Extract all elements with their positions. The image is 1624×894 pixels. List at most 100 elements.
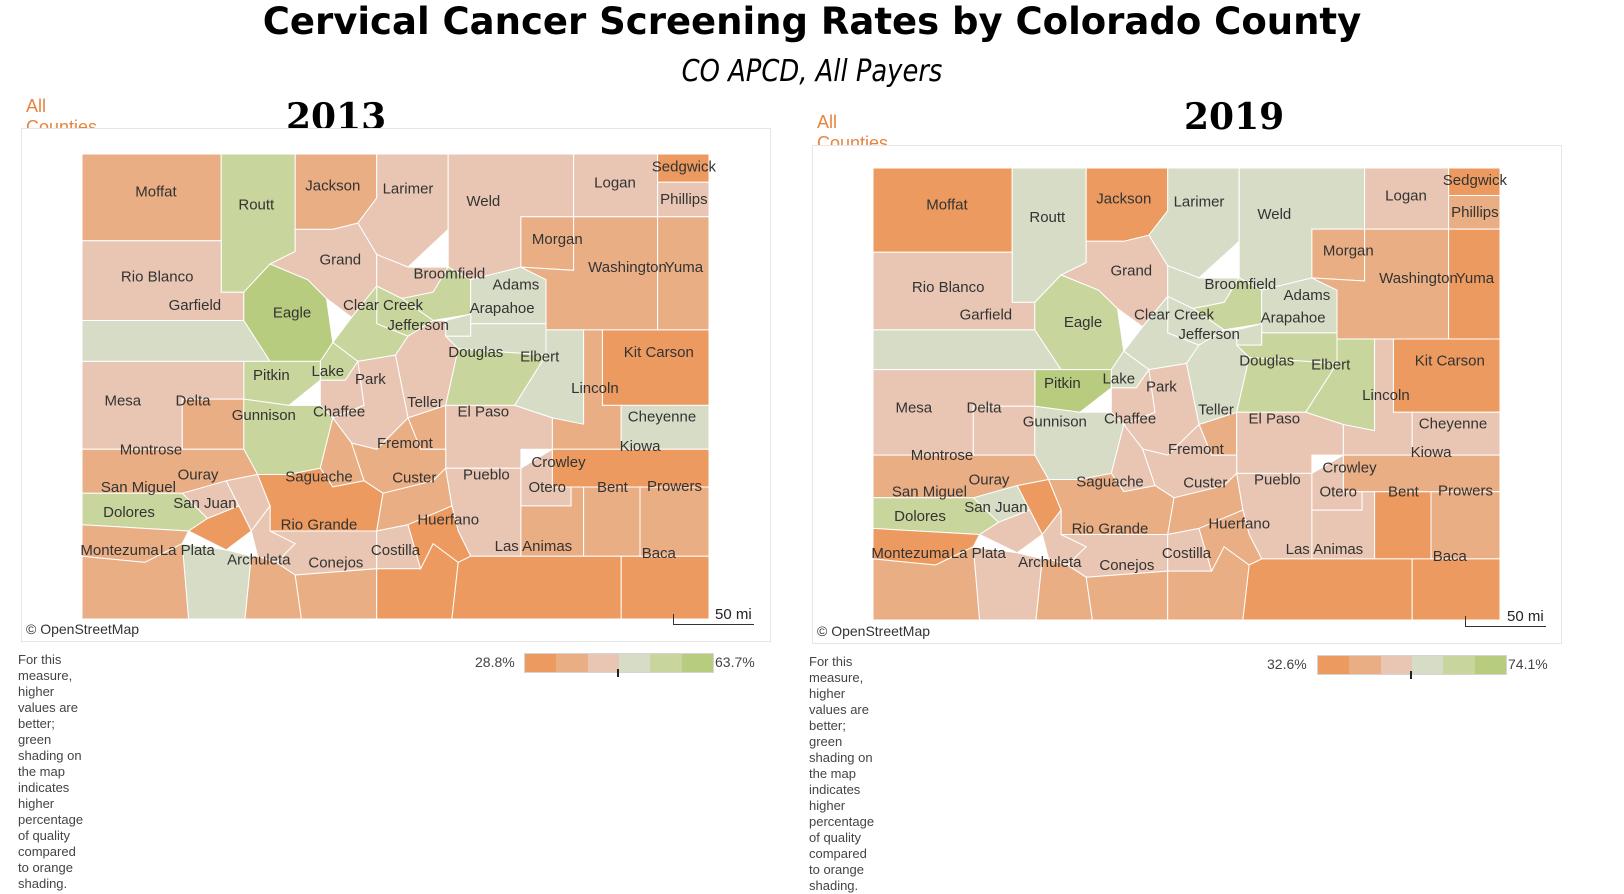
county-label-kiowa: Kiowa [620,438,662,455]
county-label-montrose: Montrose [120,441,183,458]
county-label-adams: Adams [1284,287,1331,304]
county-label-archuleta: Archuleta [1018,554,1082,571]
page-title: Cervical Cancer Screening Rates by Color… [262,0,1362,43]
county-baca[interactable] [1411,558,1501,621]
county-label-arapahoe: Arapahoe [1261,310,1326,327]
colorado-county-map[interactable]: Moffat Routt Jackson Larimer Weld Logan Sedgwi… [813,146,1561,643]
county-label-routt: Routt [238,196,275,213]
county-label-costilla: Costilla [371,542,421,559]
county-garfield[interactable] [872,329,1063,371]
county-label-douglas: Douglas [448,344,503,361]
county-label-kiowa: Kiowa [1411,444,1453,461]
county-label-lake: Lake [1103,371,1136,388]
county-label-el-paso: El Paso [457,404,509,421]
county-label-teller: Teller [1198,401,1234,418]
county-label-mesa: Mesa [104,392,141,409]
color-legend [1317,655,1507,675]
county-label-larimer: Larimer [1174,194,1225,211]
county-san-juan[interactable] [187,505,252,551]
legend-swatch-6 [681,654,713,672]
map-canvas[interactable]: Moffat Routt Jackson Larimer Weld Logan Sedgwi… [812,145,1562,644]
county-label-adams: Adams [493,277,540,294]
county-label-morgan: Morgan [532,231,583,248]
legend-note-line-2: indicates higher percentage of quality c… [18,780,84,891]
county-label-broomfield: Broomfield [414,265,486,282]
county-label-fremont: Fremont [1168,441,1225,458]
county-label-yuma: Yuma [1456,270,1495,287]
legend-swatch-2 [556,654,588,672]
county-label-routt: Routt [1029,209,1066,226]
county-bent[interactable] [1374,491,1432,560]
county-label-ouray: Ouray [969,472,1010,489]
county-label-yuma: Yuma [665,259,704,276]
county-conejos[interactable] [1085,570,1169,621]
county-label-saguache: Saguache [1076,473,1144,490]
county-label-phillips: Phillips [660,191,708,208]
county-label-dolores: Dolores [103,504,155,521]
county-label-lake: Lake [312,363,345,380]
county-label-moffat: Moffat [135,184,177,201]
legend-max-value: 74.1% [1508,656,1548,672]
legend-swatch-2 [1349,656,1381,674]
county-label-san-juan: San Juan [173,495,236,512]
county-garfield[interactable] [81,320,272,362]
county-label-gunnison: Gunnison [1023,414,1087,431]
legend-state-marker [1410,671,1412,679]
colorado-county-map[interactable]: Moffat Routt Jackson Larimer Weld Logan Sedgwi… [22,129,770,641]
county-label-eagle: Eagle [1064,314,1102,331]
county-label-chaffee: Chaffee [313,404,365,421]
county-label-dolores: Dolores [894,508,946,525]
county-label-morgan: Morgan [1323,243,1374,260]
county-label-san-miguel: San Miguel [892,484,967,501]
legend-state-marker [617,669,619,677]
county-las-animas[interactable] [1242,558,1413,621]
county-label-weld: Weld [1257,206,1291,223]
legend-note-line-1: For this measure, higher values are bett… [18,652,82,779]
scale-bar [1465,616,1546,627]
county-label-jefferson: Jefferson [387,317,448,334]
county-label-elbert: Elbert [520,348,560,365]
county-label-ouray: Ouray [178,467,219,484]
legend-note-line-1: For this measure, higher values are bett… [809,654,873,781]
county-label-archuleta: Archuleta [227,551,291,568]
county-label-grand: Grand [319,252,361,269]
county-label-san-miguel: San Miguel [101,479,176,496]
county-label-huerfano: Huerfano [417,512,479,529]
map-canvas[interactable]: Moffat Routt Jackson Larimer Weld Logan Sedgwi… [21,128,771,642]
page-subtitle: CO APCD, All Payers [681,54,943,89]
osm-attribution[interactable]: © OpenStreetMap [817,623,931,639]
county-label-moffat: Moffat [926,197,968,214]
county-label-custer: Custer [392,470,436,487]
color-legend [524,653,714,673]
legend-swatch-6 [1474,656,1506,674]
county-label-san-juan: San Juan [964,499,1027,516]
county-label-phillips: Phillips [1451,204,1499,221]
legend-swatch-3 [1380,656,1412,674]
county-label-conejos: Conejos [1099,557,1154,574]
county-label-weld: Weld [466,193,500,210]
county-san-juan[interactable] [978,509,1043,554]
map-year-label: 2019 [1184,96,1285,138]
county-label-rio-grande: Rio Grande [281,517,358,534]
county-label-bent: Bent [1388,484,1420,501]
county-label-jefferson: Jefferson [1178,326,1239,343]
county-label-washington: Washington [588,259,667,276]
county-label-jackson: Jackson [1096,191,1151,208]
county-label-larimer: Larimer [383,181,434,198]
county-label-pitkin: Pitkin [1044,375,1081,392]
county-label-montrose: Montrose [911,447,974,464]
county-bent[interactable] [583,486,641,557]
county-conejos[interactable] [294,568,378,620]
county-label-clear-creek: Clear Creek [1134,307,1215,324]
county-label-bent: Bent [597,479,629,496]
county-label-crowley: Crowley [531,454,586,471]
legend-note: For this measure, higher values are bett… [809,654,874,894]
legend-swatch-4 [618,654,651,672]
county-label-sedgwick: Sedgwick [652,159,717,176]
county-label-otero: Otero [528,479,566,496]
county-label-park: Park [355,371,386,388]
county-las-animas[interactable] [451,555,622,620]
county-baca[interactable] [620,555,710,620]
osm-attribution[interactable]: © OpenStreetMap [26,621,140,637]
legend-swatch-4 [1411,656,1444,674]
